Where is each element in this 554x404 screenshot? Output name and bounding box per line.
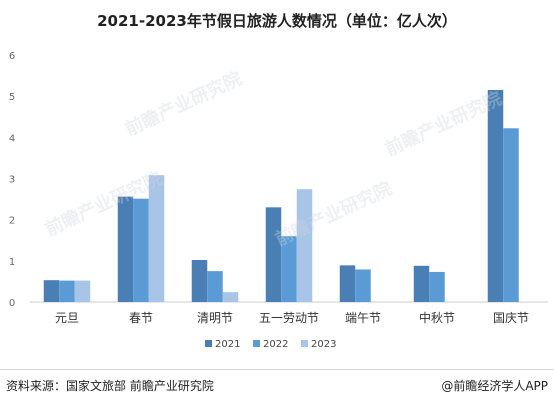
legend-swatch-2022	[253, 340, 260, 347]
bar-2022-3	[281, 236, 297, 302]
legend-label-2021: 2021	[215, 339, 240, 350]
bar-2022-5	[429, 271, 445, 302]
bar-2021-5	[413, 265, 430, 302]
x-category-label: 五一劳动节	[259, 311, 319, 325]
x-axis-labels: 元旦 春节 清明节 五一劳动节 端午节 中秋节 国庆节	[55, 310, 529, 325]
bar-2021-4	[339, 265, 356, 302]
bar-2022-2	[207, 271, 223, 302]
bar-2023-2	[222, 292, 239, 302]
x-category-label: 中秋节	[419, 310, 455, 325]
bar-2021-2	[191, 260, 208, 302]
legend-label-2023: 2023	[311, 339, 336, 350]
source-note: 资料来源：国家文旅部 前瞻产业研究院	[6, 379, 214, 393]
x-category-label: 国庆节	[493, 311, 529, 325]
y-axis: 0 1 2 3 4 5 6	[9, 51, 15, 309]
y-tick-label: 0	[9, 298, 15, 309]
y-tick-label: 3	[9, 175, 15, 186]
bar-2021-1	[117, 196, 134, 302]
x-category-label: 元旦	[55, 311, 79, 325]
bar-2022-6	[503, 128, 519, 302]
x-category-label: 清明节	[197, 311, 233, 325]
legend: 2021 2022 2023	[205, 339, 336, 350]
footer-divider	[0, 369, 554, 370]
y-tick-label: 4	[9, 133, 15, 144]
bar-2021-3	[265, 207, 282, 302]
bar-2023-0	[74, 280, 91, 302]
y-tick-label: 2	[9, 216, 15, 227]
bar-2023-1	[148, 175, 165, 302]
y-tick-label: 1	[9, 257, 15, 268]
bar-2022-0	[59, 280, 75, 302]
y-tick-label: 5	[9, 92, 15, 103]
legend-label-2022: 2022	[263, 339, 288, 350]
bar-2021-6	[487, 89, 504, 302]
bar-2022-4	[355, 269, 371, 302]
bars	[43, 89, 519, 302]
credit-note: @前瞻经济学人APP	[441, 379, 548, 393]
legend-swatch-2021	[205, 340, 212, 347]
bar-2021-0	[43, 280, 60, 302]
bar-2022-1	[133, 198, 149, 302]
x-category-label: 春节	[129, 311, 153, 325]
chart-title: 2021-2023年节假日旅游人数情况（单位：亿人次）	[97, 12, 457, 30]
bar-2023-3	[296, 189, 313, 302]
legend-swatch-2023	[301, 340, 308, 347]
x-category-label: 端午节	[345, 311, 381, 325]
y-tick-label: 6	[9, 51, 15, 62]
